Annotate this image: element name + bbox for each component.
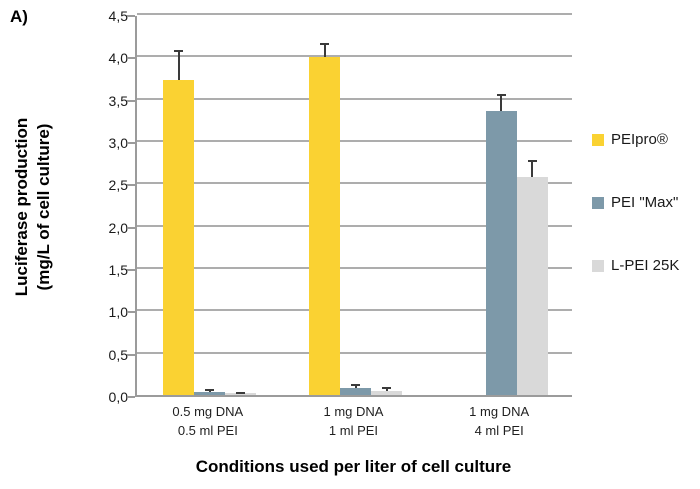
y-tick-label: 4,5 (108, 8, 128, 24)
y-tick-mark (127, 184, 135, 187)
legend: PEIpro® PEI "Max" L-PEI 25K (592, 131, 679, 320)
bar (340, 388, 371, 395)
panel-label: A) (10, 7, 28, 26)
error-bar-cap (527, 160, 537, 163)
y-tick-mark (127, 396, 135, 398)
error-bar-line (531, 160, 534, 177)
y-tick-mark (127, 226, 135, 229)
error-bar-cap (174, 49, 184, 52)
x-category-label: 1 mg DNA 4 ml PEI (426, 403, 572, 441)
plot-area (135, 13, 572, 397)
legend-label: PEIpro® (611, 131, 668, 148)
legend-swatch (592, 133, 604, 146)
y-tick-label: 3,5 (108, 92, 128, 109)
y-axis-title-line2: (mg/L of cell culture) (34, 123, 54, 291)
error-bar-line (500, 93, 503, 111)
y-tick-label: 4,0 (108, 50, 128, 67)
y-tick-mark (127, 15, 135, 17)
x-category-label: 1 mg DNA 1 ml PEI (281, 403, 427, 441)
y-tick-label: 3,0 (108, 135, 128, 151)
error-bar-cap (236, 391, 246, 394)
bar (371, 390, 402, 395)
x-category-label-line2: 4 ml PEI (474, 422, 524, 438)
error-bar-line (385, 386, 388, 391)
y-tick-label: 0,0 (108, 389, 128, 405)
error-bar-line (354, 384, 357, 389)
gridline (137, 267, 572, 269)
legend-item: L-PEI 25K (592, 257, 679, 274)
y-tick-label: 1,5 (108, 262, 128, 278)
bar (225, 393, 257, 395)
x-category-label: 0.5 mg DNA 0.5 ml PEI (135, 403, 281, 441)
gridline (137, 140, 572, 142)
x-category-label-line2: 1 ml PEI (328, 422, 379, 438)
bar (194, 391, 226, 395)
y-tick-label: 0,5 (108, 346, 128, 363)
error-bar-cap (320, 42, 329, 45)
y-tick-label: 2,5 (108, 177, 128, 194)
gridline (137, 224, 572, 227)
x-category-label-line1: 1 mg DNA (469, 404, 530, 419)
y-axis-title-line1: Luciferase production (12, 117, 31, 297)
legend-item: PEI "Max" (592, 194, 679, 211)
error-bar-cap (496, 93, 506, 96)
error-bar-cap (382, 386, 391, 389)
y-tick-mark (127, 269, 135, 271)
x-category-label-line2: 0.5 ml PEI (177, 422, 238, 438)
x-category-label-line1: 0.5 mg DNA (172, 404, 244, 419)
legend-label: L-PEI 25K (611, 257, 680, 274)
error-bar-cap (351, 384, 360, 386)
bar (163, 80, 195, 395)
gridline (137, 13, 572, 15)
bar (516, 176, 548, 395)
gridline (137, 97, 572, 100)
gridline (137, 182, 572, 185)
gridline (137, 309, 572, 312)
legend-item: PEIpro® (592, 131, 679, 148)
legend-swatch (592, 259, 604, 272)
legend-label: PEI "Max" (611, 194, 679, 211)
x-category-label-line1: 1 mg DNA (323, 404, 384, 419)
y-axis-title: Luciferase production (mg/L of cell cult… (11, 7, 57, 407)
y-tick-label: 2,0 (108, 219, 128, 236)
x-axis-title: Conditions used per liter of cell cultur… (195, 457, 512, 476)
error-bar-line (323, 42, 326, 58)
legend-swatch (592, 196, 604, 209)
error-bar-cap (205, 389, 215, 392)
error-bar-line (177, 49, 180, 81)
y-tick-mark (127, 99, 135, 102)
y-tick-mark (127, 311, 135, 314)
bar (485, 110, 517, 395)
gridline (137, 55, 572, 58)
y-tick-label: 1,0 (108, 304, 128, 321)
bar (309, 57, 340, 395)
y-tick-mark (127, 353, 135, 356)
gridline (137, 351, 572, 354)
y-tick-mark (127, 142, 135, 144)
y-tick-mark (127, 57, 135, 60)
